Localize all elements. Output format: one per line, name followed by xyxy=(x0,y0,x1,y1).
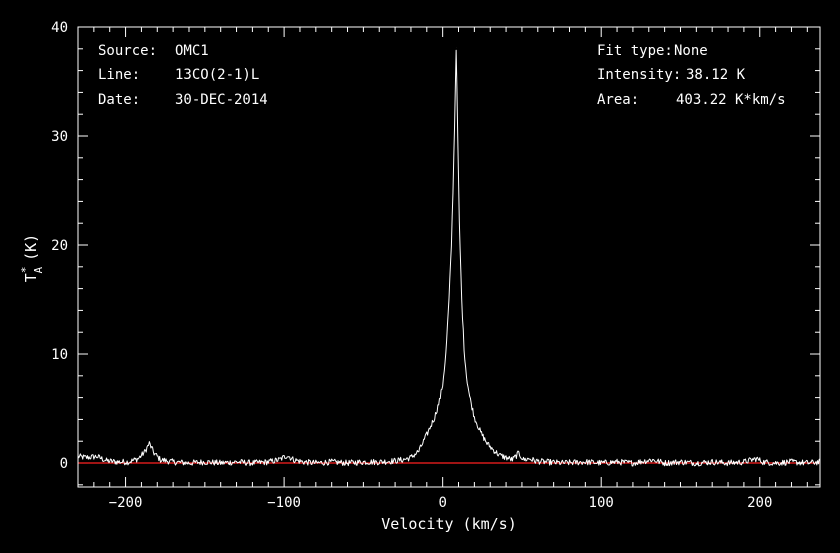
line-label: Line: xyxy=(98,67,140,83)
source-label: Source: xyxy=(98,43,157,59)
area-value: 403.22 K*km/s xyxy=(676,92,786,108)
y-tick-label: 0 xyxy=(60,456,68,472)
plot-frame xyxy=(77,26,821,488)
date-value: 30-DEC-2014 xyxy=(175,92,268,108)
y-tick-label: 10 xyxy=(51,347,68,363)
x-tick-label: −100 xyxy=(267,495,301,511)
x-tick-label: 100 xyxy=(589,495,614,511)
intensity-value: 38.12 K xyxy=(686,67,746,83)
fit-type-label: Fit type: xyxy=(597,43,673,59)
x-tick-label: −200 xyxy=(109,495,143,511)
date-label: Date: xyxy=(98,92,140,108)
y-tick-label: 20 xyxy=(51,238,68,254)
x-axis-title: Velocity (km/s) xyxy=(381,515,516,533)
y-tick-label: 40 xyxy=(51,20,68,36)
y-axis-title-main: T xyxy=(22,273,40,282)
tick-labels: −200 −100 0 100 200 0 10 20 30 40 xyxy=(51,20,772,511)
y-axis-title-sub: A xyxy=(32,267,45,274)
x-tick-label: 200 xyxy=(747,495,772,511)
source-value: OMC1 xyxy=(175,43,209,59)
y-axis-title-sup: * xyxy=(19,267,32,274)
y-axis-title-unit: (K) xyxy=(22,234,40,261)
line-value: 13CO(2-1)L xyxy=(175,67,259,83)
plot-marks xyxy=(77,47,820,467)
y-axis-title: T*A (K) xyxy=(19,234,45,282)
intensity-label: Intensity: xyxy=(597,67,681,83)
svg-text:T*A(K): T*A (K) xyxy=(19,234,45,282)
fit-type-value: None xyxy=(674,43,708,59)
x-tick-label: 0 xyxy=(438,495,446,511)
area-label: Area: xyxy=(597,92,639,108)
spectrum-line xyxy=(77,49,820,467)
y-tick-label: 30 xyxy=(51,129,68,145)
